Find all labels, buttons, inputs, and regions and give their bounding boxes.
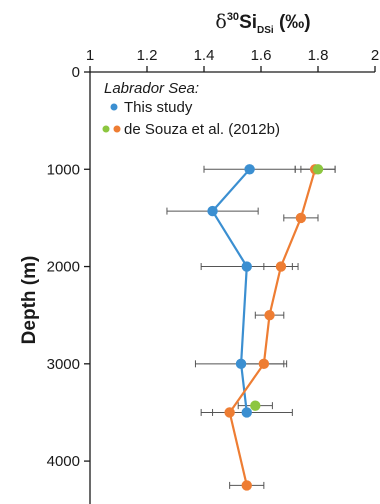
data-point-de-souza-et-al-2012b-orange [295,212,307,224]
y-tick-label: 2000 [47,259,80,276]
x-axis-title-prefix: δ [215,11,226,33]
data-point-this-study-blue [241,261,252,272]
x-tick-label: 2 [371,47,379,64]
x-tick-label: 1.6 [251,47,272,64]
data-point-de-souza-et-al-2012b-green [250,400,261,411]
data-point-de-souza-et-al-2012b-orange [241,480,252,491]
x-axis-title-sub: DSi [257,25,274,36]
x-axis-title: δ30SiDSi (‰) [215,11,310,36]
x-axis-title-main: Si [239,12,257,33]
legend: Labrador Sea: This study de Souza et al.… [102,80,280,138]
legend-title: Labrador Sea: [104,80,199,97]
x-axis-title-unit: (‰) [274,12,311,33]
y-axis-title: Depth (m) [19,256,40,345]
legend-marker-de-souza-green [102,125,110,133]
data-point-de-souza-et-al-2012b-orange [264,309,275,321]
y-tick-label: 3000 [47,356,80,373]
y-tick-label: 4000 [47,453,80,470]
data-point-de-souza-et-al-2012b-orange [224,407,235,418]
x-tick-label: 1.8 [308,47,329,64]
data-point-de-souza-et-al-2012b-orange [275,261,287,272]
data-point-this-study-blue [241,407,252,418]
legend-label-de-souza: de Souza et al. (2012b) [124,121,280,138]
series-line-this-study-blue [211,168,251,413]
data-point-this-study-blue [207,205,218,217]
data-point-this-study-blue [235,358,247,370]
x-tick-label: 1.4 [194,47,215,64]
legend-marker-this-study [110,103,118,111]
axes: 1 1.2 1.4 1.6 1.8 2 0 1000 2000 3000 4000 [47,47,379,504]
y-tick-label: 1000 [47,161,80,178]
data-point-this-study-blue [244,164,255,175]
data-point-de-souza-et-al-2012b-orange [258,358,270,370]
data-points [207,164,324,491]
x-tick-label: 1 [86,47,94,64]
legend-label-this-study: This study [124,99,193,116]
x-axis-title-sup: 30 [227,11,239,23]
error-bars [166,165,336,489]
legend-marker-de-souza-orange [113,125,121,133]
x-tick-label: 1.2 [137,47,158,64]
data-point-de-souza-et-al-2012b-green [312,164,324,175]
y-tick-label: 0 [72,64,80,81]
